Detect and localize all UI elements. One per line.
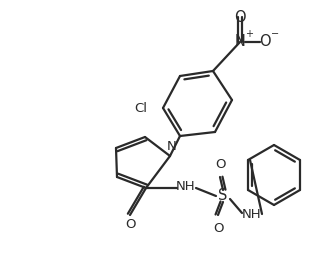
Text: O: O xyxy=(234,10,246,25)
Text: O: O xyxy=(125,218,135,230)
Text: O: O xyxy=(259,35,271,50)
Text: N: N xyxy=(235,35,245,50)
Text: NH: NH xyxy=(242,209,262,221)
Text: N: N xyxy=(167,140,177,153)
Text: Cl: Cl xyxy=(134,102,147,116)
Text: NH: NH xyxy=(176,181,196,194)
Text: O: O xyxy=(213,221,223,234)
Text: −: − xyxy=(271,29,279,39)
Text: +: + xyxy=(245,29,253,39)
Text: O: O xyxy=(215,158,225,172)
Text: S: S xyxy=(218,188,228,204)
